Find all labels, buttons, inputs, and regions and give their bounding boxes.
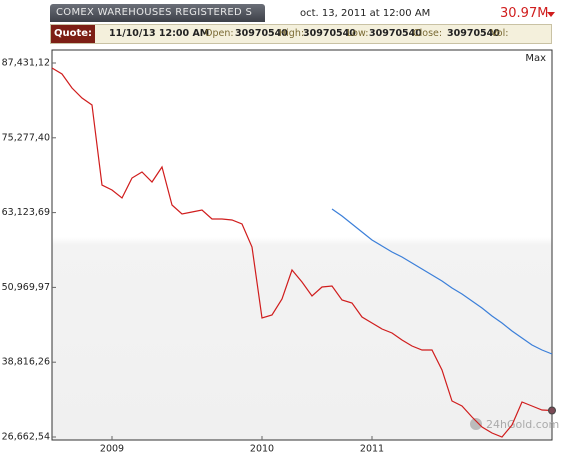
x-tick-label: 2011 <box>360 444 384 455</box>
field-label: Vol: <box>491 28 509 39</box>
field-label: Close: <box>413 28 443 39</box>
last-point <box>548 406 556 415</box>
field-label: Low: <box>347 28 369 39</box>
field-value: 30970540 <box>369 28 422 39</box>
x-tick-label: 2010 <box>250 444 274 455</box>
y-tick-label: 50,969,97 <box>2 282 50 293</box>
y-tick-label: 75,277,40 <box>2 132 50 143</box>
y-tick-label: 63,123,69 <box>2 207 50 218</box>
quote-label: Quote: <box>51 25 95 43</box>
quote-bar: Quote: 11/10/13 12:00 AM Open: 30970540 … <box>50 24 552 44</box>
field-label: High: <box>279 28 305 39</box>
y-tick-label: 87,431,12 <box>2 58 50 69</box>
down-arrow <box>547 12 555 17</box>
field-label: Open: <box>205 28 234 39</box>
watermark: 24hGold.com <box>486 418 559 431</box>
line-series <box>331 208 553 355</box>
field-value: 30970540 <box>235 28 288 39</box>
y-tick-label: 38,816,26 <box>2 357 50 368</box>
y-tick-label: 26,662,54 <box>2 432 50 443</box>
quote-time: 11/10/13 12:00 AM <box>109 28 210 39</box>
x-tick-label: 2009 <box>100 444 124 455</box>
field-value: 30970540 <box>447 28 500 39</box>
quote-date: oct. 13, 2011 at 12:00 AM <box>300 8 431 19</box>
chart-tab[interactable]: COMEX WAREHOUSES REGISTERED S <box>50 4 265 22</box>
last-price: 30.97M <box>500 6 549 21</box>
plot-area <box>51 49 553 441</box>
range-label[interactable]: Max <box>525 53 546 64</box>
line-series <box>51 67 553 438</box>
watermark-icon <box>470 418 482 430</box>
field-value: 30970540 <box>303 28 356 39</box>
